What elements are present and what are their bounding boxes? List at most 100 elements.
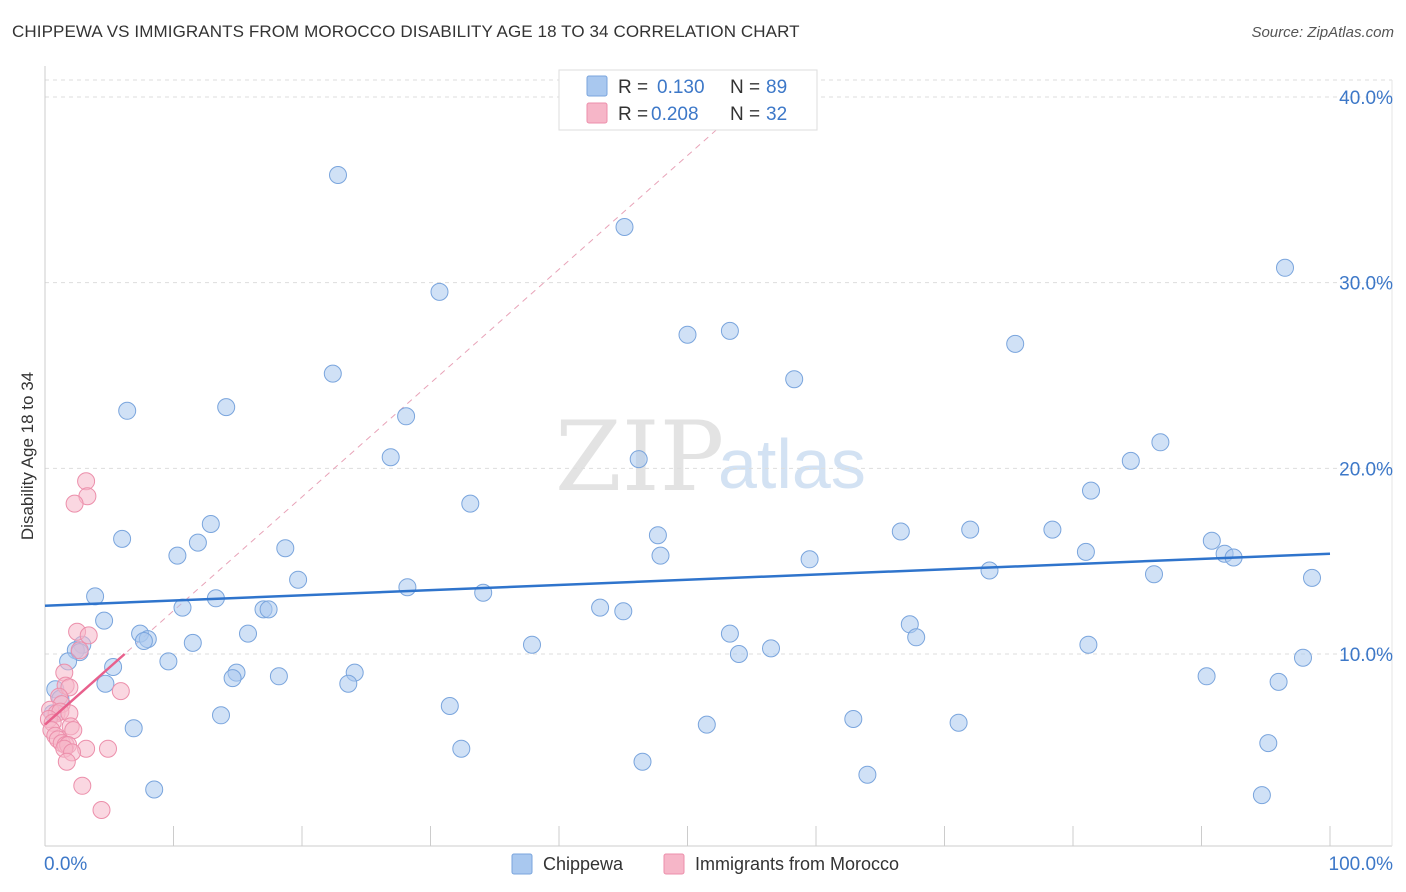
chippewa-point-27 [168, 546, 187, 565]
stats-r-value-chippewa: 0.130 [657, 77, 705, 98]
y-tick-label-20: 20.0% [1339, 459, 1393, 480]
chippewa-point-6 [1006, 334, 1025, 353]
chippewa-point-17 [461, 494, 480, 513]
legend-swatch-morocco [663, 853, 685, 875]
chippewa-point-70 [1197, 667, 1216, 686]
legend-swatch-chippewa [511, 853, 533, 875]
gridlines [45, 79, 1392, 655]
chippewa-point-24 [188, 533, 207, 552]
series-legend: Chippewa Immigrants from Morocco [511, 853, 899, 875]
stats-n-value-morocco: 32 [766, 104, 787, 125]
chippewa-point-29 [800, 550, 819, 569]
chippewa-point-21 [961, 520, 980, 539]
chippewa-point-8 [785, 370, 804, 389]
chippewa-point-80 [124, 719, 143, 738]
chippewa-point-35 [1303, 568, 1321, 587]
stats-legend-swatch-chippewa [586, 75, 608, 97]
chippewa-point-68 [223, 669, 242, 688]
chippewa-point-56 [1079, 635, 1098, 654]
chippewa-point-82 [633, 752, 652, 771]
chippewa-point-77 [844, 710, 863, 728]
morocco-trend-line [44, 653, 126, 726]
stats-r-value-morocco: 0.208 [651, 104, 699, 125]
chippewa-point-11 [397, 407, 416, 426]
chart-title: CHIPPEWA VS IMMIGRANTS FROM MOROCCO DISA… [12, 22, 800, 41]
chippewa-point-2 [1276, 258, 1294, 277]
x-tick-labels: 0.0% 100.0% [44, 854, 1393, 875]
chippewa-point-61 [729, 645, 748, 663]
chippewa-point-84 [858, 765, 877, 784]
y-tick-label-10: 10.0% [1339, 645, 1393, 666]
morocco-point-30 [57, 752, 76, 771]
chippewa-point-28 [651, 546, 670, 565]
chippewa-point-4 [678, 325, 697, 344]
chippewa-point-26 [276, 539, 295, 558]
chippewa-point-54 [523, 635, 541, 654]
stats-n-label-chippewa: N = [730, 77, 760, 98]
chippewa-point-25 [1202, 531, 1221, 550]
chippewa-point-85 [145, 780, 164, 799]
chippewa-point-33 [980, 561, 999, 580]
chippewa-point-36 [289, 570, 308, 589]
legend-label-chippewa: Chippewa [543, 854, 624, 874]
chippewa-point-7 [323, 364, 342, 383]
source-label: Source: ZipAtlas.com [1251, 24, 1394, 41]
chippewa-point-64 [159, 652, 178, 671]
chippewa-point-44 [591, 598, 610, 617]
stats-n-label-morocco: N = [730, 104, 760, 125]
chippewa-point-79 [697, 715, 716, 734]
morocco-point-32 [92, 801, 111, 819]
legend-label-morocco: Immigrants from Morocco [695, 854, 899, 874]
chippewa-point-50 [720, 624, 739, 643]
morocco-point-0 [77, 472, 96, 491]
chippewa-point-73 [96, 674, 115, 693]
watermark-atlas: atlas [718, 425, 866, 503]
chippewa-point-37 [398, 578, 417, 597]
chippewa-point-43 [259, 600, 278, 619]
morocco-point-31 [73, 776, 92, 795]
stats-r-label-chippewa: R = [618, 77, 648, 98]
morocco-point-4 [79, 626, 98, 645]
x-tick-label-min: 0.0% [44, 854, 87, 875]
stats-legend-swatch-morocco [586, 102, 608, 124]
chippewa-trend-line [44, 552, 1331, 607]
morocco-points [39, 472, 130, 819]
chippewa-point-1 [615, 218, 634, 236]
chippewa-point-5 [720, 321, 739, 340]
chippewa-point-3 [430, 282, 449, 301]
chippewa-point-23 [113, 529, 132, 548]
trend-lines [44, 552, 1331, 726]
chippewa-point-76 [212, 706, 230, 725]
watermark: ZIP atlas [555, 401, 866, 513]
chippewa-point-78 [949, 713, 968, 732]
chippewa-point-71 [1269, 672, 1288, 691]
chippewa-point-30 [1076, 542, 1095, 561]
chippewa-point-69 [269, 667, 288, 686]
chippewa-point-75 [440, 697, 459, 715]
chippewa-point-15 [1121, 451, 1140, 470]
y-axis-label: Disability Age 18 to 34 [18, 372, 37, 540]
y-tick-label-30: 30.0% [1339, 274, 1393, 295]
chippewa-point-53 [183, 633, 202, 652]
chippewa-point-72 [339, 674, 358, 693]
chippewa-point-34 [1145, 565, 1163, 584]
x-tick-label-max: 100.0% [1329, 854, 1394, 875]
chippewa-point-49 [239, 624, 257, 643]
chippewa-point-86 [1252, 786, 1271, 805]
chippewa-point-55 [907, 628, 926, 647]
chippewa-point-10 [217, 398, 236, 417]
chippewa-point-20 [891, 522, 910, 541]
chippewa-point-22 [1043, 520, 1062, 539]
chippewa-point-16 [1082, 481, 1100, 500]
morocco-point-9 [111, 682, 130, 701]
stats-legend: R = 0.130 N = 89 R = 0.208 N = 32 [558, 69, 818, 131]
morocco-point-28 [99, 739, 117, 758]
morocco-point-5 [70, 641, 89, 660]
chippewa-point-81 [452, 739, 471, 758]
chippewa-point-18 [201, 515, 220, 533]
morocco-point-2 [65, 494, 84, 513]
y-tick-label-40: 40.0% [1339, 88, 1393, 109]
chippewa-point-52 [134, 632, 153, 650]
chippewa-point-13 [381, 448, 400, 467]
